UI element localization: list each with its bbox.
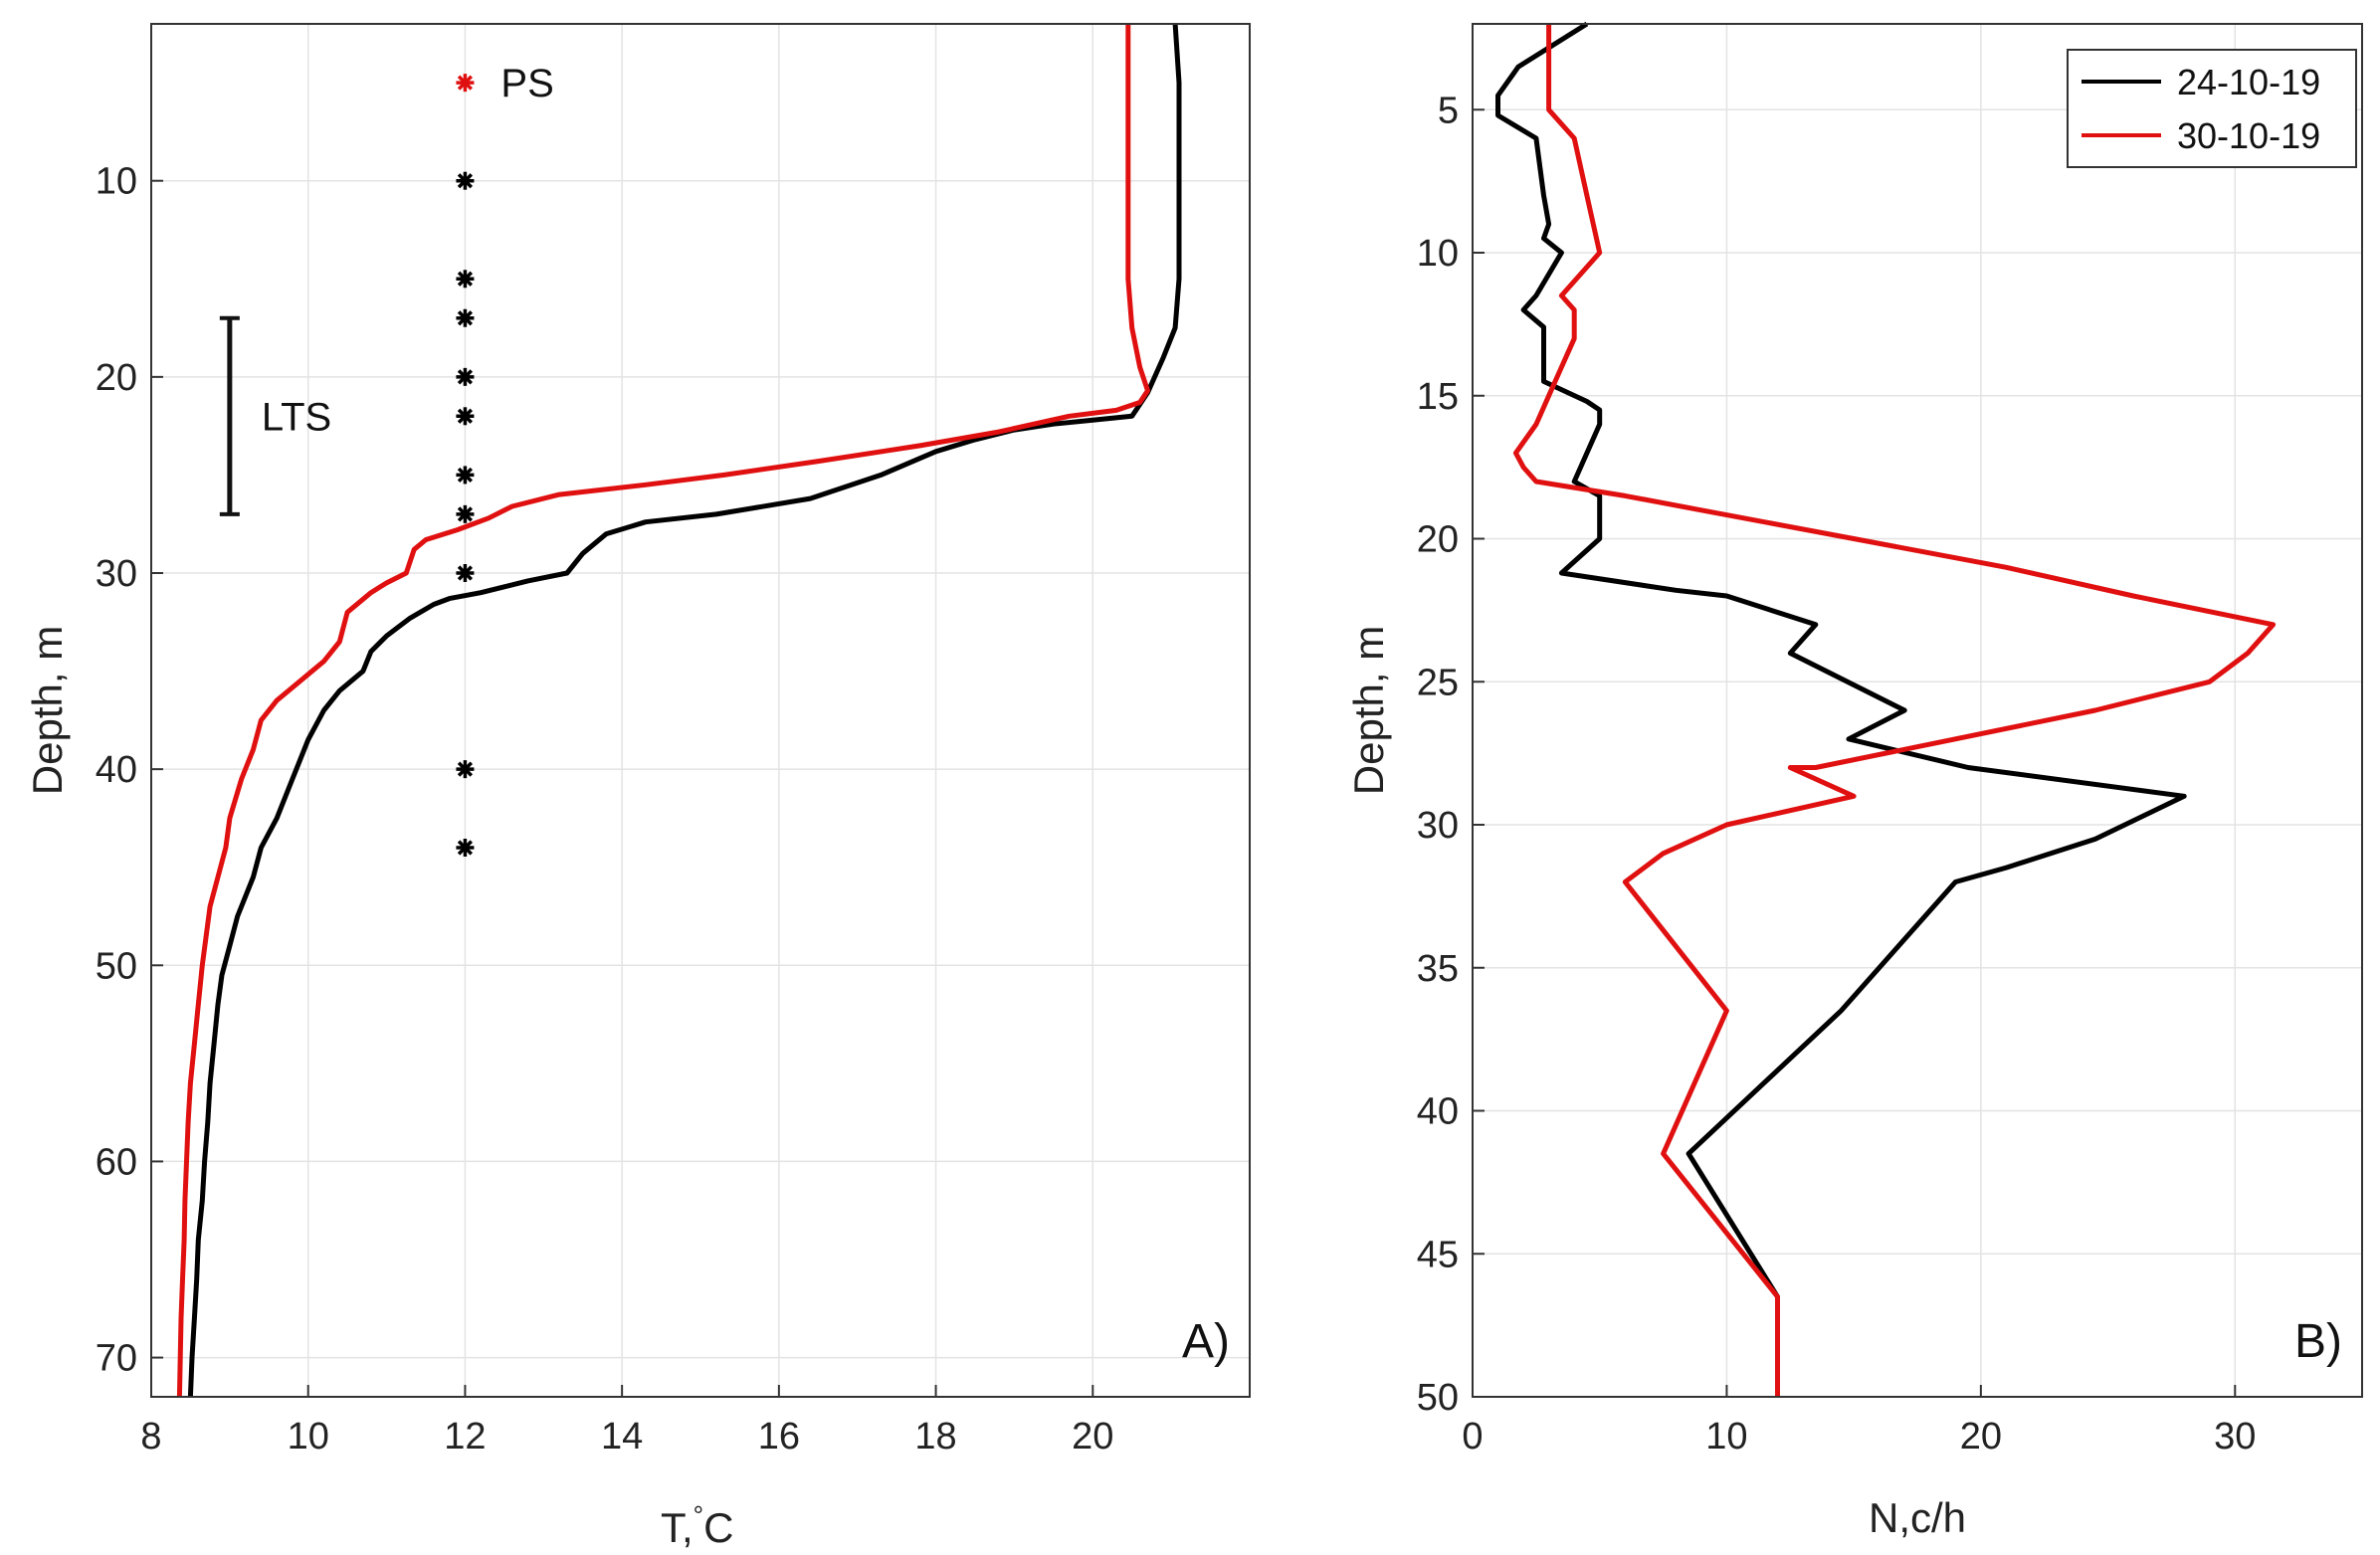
- y-tick-label: 35: [1417, 948, 1459, 990]
- sampling-depth-marker: [456, 504, 475, 523]
- panel-a-label: A): [1182, 1315, 1230, 1368]
- y-tick-label: 15: [1417, 376, 1459, 418]
- panel-a-y-axis-label: Depth, m: [24, 626, 71, 795]
- panel-b-tick-labels: 0 10 20 30 5 10 15 20 25 30 35 40 45 50: [1417, 90, 2257, 1458]
- panel-a-sampling-markers: [456, 74, 475, 857]
- panel-b-series: [1495, 21, 2277, 1397]
- panel-a-series: [176, 23, 1182, 1398]
- panel-b-count-profile: 0 10 20 30 5 10 15 20 25 30 35 40 45 50 B) Depth, m N…: [1345, 21, 2363, 1541]
- x-label-unit: C: [703, 1504, 733, 1551]
- lts-range-bar: [219, 315, 240, 516]
- y-tick-label: 50: [1417, 1377, 1459, 1419]
- sampling-depth-marker: [456, 839, 475, 857]
- y-tick-label: 20: [96, 357, 137, 399]
- panel-b-frame: [1472, 23, 2363, 1398]
- y-tick-label: 30: [1417, 805, 1459, 847]
- y-tick-label: 60: [96, 1141, 137, 1183]
- y-tick-label: 45: [1417, 1234, 1459, 1275]
- x-label-main: T,: [661, 1504, 694, 1551]
- y-tick-label: 20: [1417, 519, 1459, 561]
- x-tick-label: 20: [1072, 1416, 1113, 1458]
- y-tick-label: 10: [96, 161, 137, 203]
- star-stroke: [457, 467, 474, 484]
- x-tick-label: 12: [444, 1416, 486, 1458]
- sampling-depth-marker: [456, 308, 475, 327]
- star-stroke: [457, 408, 474, 424]
- star-stroke: [457, 271, 474, 287]
- y-tick-label: 30: [96, 553, 137, 595]
- star-stroke: [457, 173, 474, 189]
- x-tick-label: 14: [601, 1416, 643, 1458]
- y-tick-label: 40: [1417, 1091, 1459, 1133]
- x-tick-label: 8: [140, 1416, 161, 1458]
- panel-b-grid: [1472, 24, 2362, 1398]
- panel-b-x-axis-label: N,c/h: [1869, 1494, 1966, 1541]
- ps-label: PS: [500, 62, 553, 105]
- lts-label: LTS: [262, 395, 331, 439]
- panel-a-frame: [150, 23, 1251, 1398]
- x-tick-label: 18: [914, 1416, 956, 1458]
- x-tick-label: 20: [1960, 1416, 2002, 1458]
- sampling-depth-marker: [456, 466, 475, 485]
- x-tick-label: 30: [2214, 1416, 2256, 1458]
- star-stroke: [457, 75, 474, 91]
- panel-a-x-axis-label: T,°C: [661, 1500, 733, 1551]
- sampling-depth-marker: [456, 367, 475, 386]
- x-tick-label: 16: [758, 1416, 800, 1458]
- legend-entry-24-10-19: 24-10-19: [2177, 62, 2320, 102]
- series-line-30-10-19: [1512, 24, 2277, 1397]
- x-tick-label: 10: [288, 1416, 329, 1458]
- x-label-degree: °: [694, 1500, 703, 1530]
- panel-a-tick-labels: 8 10 12 14 16 18 20 10 20 30 40 50 60 70: [96, 161, 1114, 1458]
- star-stroke: [457, 506, 474, 522]
- star-stroke: [457, 310, 474, 326]
- legend-box: [2067, 49, 2357, 168]
- y-tick-label: 25: [1417, 662, 1459, 703]
- sampling-depth-marker: [456, 407, 475, 426]
- sampling-depth-marker: [456, 760, 475, 779]
- series-line-profile-0: [187, 23, 1182, 1398]
- star-stroke: [457, 369, 474, 385]
- legend: 24-10-19 30-10-19: [2067, 49, 2357, 168]
- series-line-profile-1: [176, 24, 1150, 1398]
- panel-b-label: B): [2294, 1315, 2342, 1368]
- y-tick-label: 40: [96, 749, 137, 791]
- sampling-depth-marker: [456, 564, 475, 582]
- panel-a-annotations: PS LTS: [219, 62, 554, 516]
- panel-a-grid: [150, 24, 1250, 1397]
- x-tick-label: 0: [1462, 1416, 1483, 1458]
- y-tick-label: 10: [1417, 233, 1459, 275]
- y-tick-label: 5: [1438, 90, 1459, 131]
- ps-marker: [456, 74, 475, 93]
- y-tick-label: 70: [96, 1338, 137, 1380]
- x-tick-label: 10: [1705, 1416, 1747, 1458]
- star-stroke: [457, 565, 474, 581]
- star-stroke: [457, 840, 474, 856]
- sampling-depth-marker: [456, 171, 475, 190]
- y-tick-label: 50: [96, 945, 137, 987]
- star-stroke: [457, 761, 474, 777]
- panel-a-temperature-profile: PS LTS 8 10 12 14 16 18 20 10 20 30 40 50 60 70 A) De…: [24, 23, 1251, 1551]
- panel-b-y-axis-label: Depth, m: [1345, 626, 1392, 795]
- legend-entry-30-10-19: 30-10-19: [2177, 115, 2320, 156]
- sampling-depth-marker: [456, 270, 475, 289]
- series-line-24-10-19: [1495, 21, 2187, 1397]
